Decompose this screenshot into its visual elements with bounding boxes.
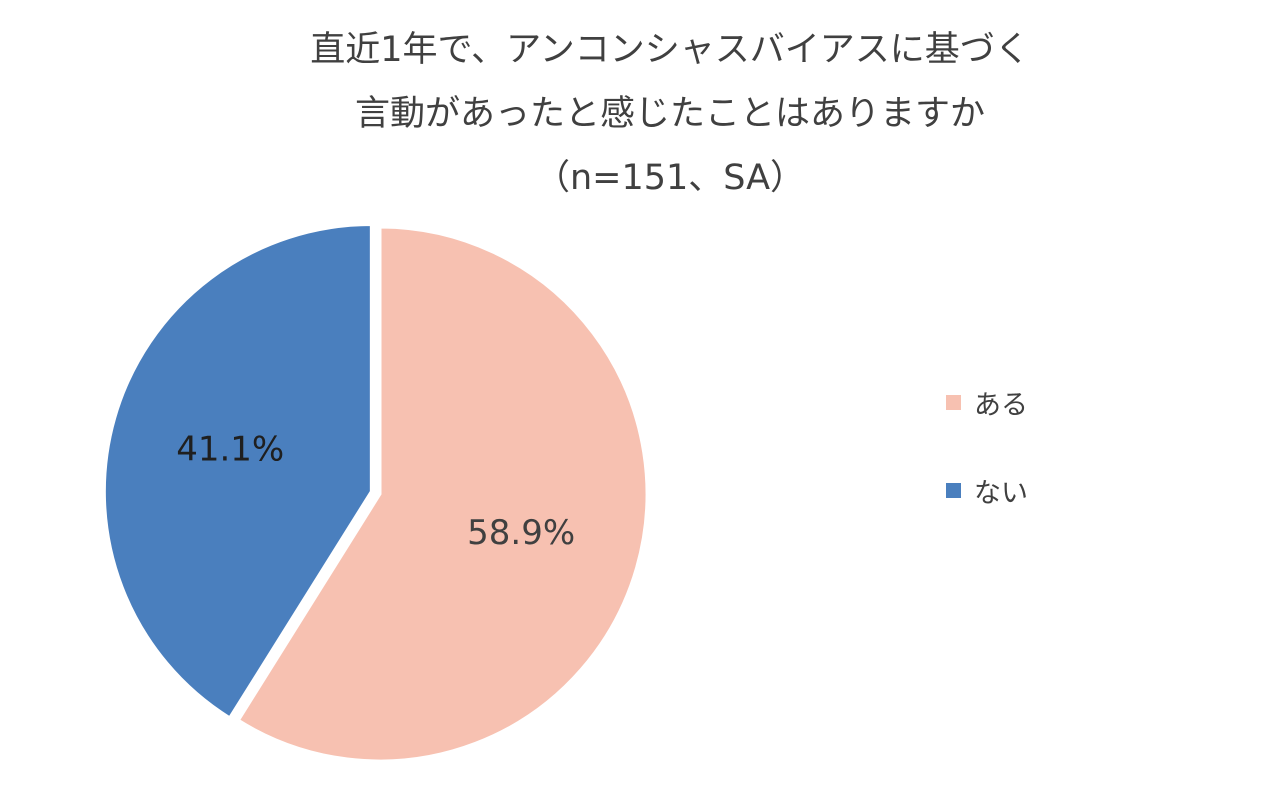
chart-title-line-1: 直近1年で、アンコンシャスバイアスに基づく (310, 30, 1030, 70)
chart-legend: ある ない (946, 380, 1028, 556)
chart-title-line-3: （n=151、SA） (534, 158, 806, 198)
chart-title: 直近1年で、アンコンシャスバイアスに基づく 言動があったと感じたことはありますか… (0, 18, 1275, 210)
pie-slice-aru (236, 225, 649, 763)
legend-swatch-aru (946, 394, 961, 410)
data-label-nai: 41.1% (176, 429, 284, 469)
legend-item-nai: ない (946, 468, 1028, 512)
chart-title-line-2: 言動があったと感じたことはありますか (354, 94, 985, 134)
legend-item-aru: ある (946, 380, 1028, 424)
legend-swatch-nai (946, 482, 961, 498)
legend-label-nai: ない (974, 477, 1028, 509)
data-label-aru: 58.9% (467, 513, 575, 553)
legend-label-aru: ある (974, 389, 1028, 421)
pie-slice-nai (102, 223, 373, 720)
